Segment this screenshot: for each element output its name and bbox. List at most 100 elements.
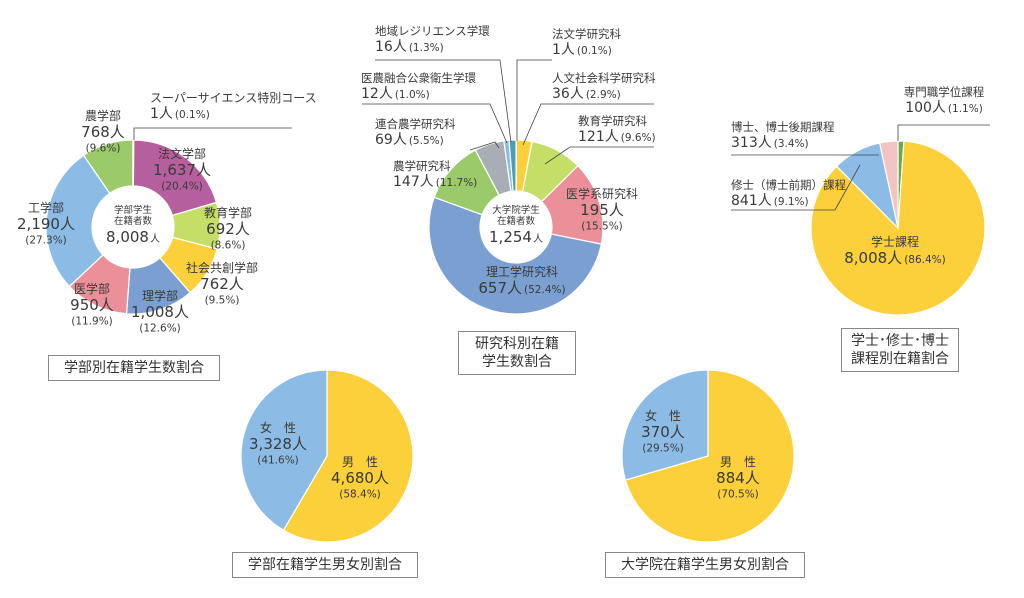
caption-graduate-ratio: 研究科別在籍 学生数割合 (458, 331, 576, 375)
chart0-label-6-name: 農学部 (85, 108, 121, 123)
chart1-label-5-count: 147人 (393, 174, 434, 190)
chart4-label-1-count: 370人 (641, 423, 685, 441)
caption-degree-line-2: 課程別在籍割合 (851, 351, 949, 367)
chart0-label-0-pct: (20.4%) (161, 181, 203, 193)
chart1-label-4-name: 理工学研究科 (486, 264, 558, 279)
undergrad-gender-pie-slice-0 (282, 369, 414, 543)
faculty-donut-center-line1: 学部学生 (114, 204, 153, 216)
chart1-label-5-pct: (11.7%) (436, 177, 478, 189)
faculty-donut-center-total: 8,008 (106, 228, 149, 246)
caption-faculty-ratio: 学部別在籍学生数割合 (48, 355, 220, 381)
caption-graduate-line-1: 研究科別在籍 (475, 336, 559, 352)
chart4-label-0-count: 884人 (716, 469, 760, 487)
caption-degree-ratio: 学士･修士･博士 課程別在籍割合 (841, 328, 959, 372)
chart2-label-1-count: 8,008人 (844, 249, 902, 267)
graduate-donut-hole (480, 191, 552, 263)
chart2-label-1-pct: (86.4%) (904, 254, 946, 266)
caption-graduate-line-2: 学生数割合 (482, 354, 552, 370)
chart1-label-1-value: 36人 (2.9%) (552, 86, 621, 102)
chart1-label-5-value: 147人 (11.7%) (393, 174, 477, 190)
grad-gender-pie-slice-1 (621, 369, 709, 481)
chart0-label-5-pct: (27.3%) (25, 235, 67, 247)
chart0-label-2-count: 762人 (200, 275, 244, 293)
chart1-label-2-name: 教育学研究科 (578, 114, 647, 128)
faculty-donut-center-total-row: 8,008人 (106, 228, 160, 246)
chart1-label-7-value: 12人 (1.0%) (361, 86, 430, 102)
chart1-label-0-pct: (0.1%) (577, 45, 612, 57)
chart0-label-7-value: 1人 (0.1%) (150, 106, 210, 122)
faculty-special-course-leader (133, 127, 292, 140)
chart1-label-4-pct: (52.4%) (524, 284, 566, 296)
grad-humanities-leader (522, 103, 654, 146)
chart1-label-0-count: 1人 (552, 42, 575, 58)
chart2-label-2-name: 修士（博士前期）課程 (731, 178, 846, 192)
chart3-label-0-count: 4,680人 (331, 469, 389, 487)
chart1-label-2-value: 121人 (9.6%) (578, 129, 656, 145)
chart4-label-0-pct: (70.5%) (717, 489, 759, 501)
chart1-label-7-name: 医農融合公衆衛生学環 (361, 71, 476, 85)
chart0-label-2-name: 社会共創学部 (186, 260, 258, 275)
chart0-label-7-name: スーパーサイエンス特別コース (150, 90, 317, 105)
grad-resilience-leader (375, 59, 512, 143)
chart0-label-6-pct: (9.6%) (86, 143, 121, 155)
graduate-donut-center-total: 1,254 (489, 228, 532, 246)
caption-undergrad-gender: 学部在籍学生男女別割合 (232, 552, 418, 578)
chart0-label-1-pct: (8.6%) (211, 240, 246, 252)
grad-education-leader (544, 146, 654, 165)
chart1-label-7-pct: (1.0%) (395, 89, 430, 101)
chart2-label-3-pct: (3.4%) (774, 138, 809, 150)
grad-publichealth-leader (362, 103, 508, 144)
chart3-label-1-name: 女 性 (260, 420, 296, 435)
chart0-label-7-count: 1人 (150, 106, 173, 122)
chart1-label-3-pct: (15.5%) (581, 221, 623, 233)
chart2-label-1-value: 8,008人 (86.4%) (844, 249, 946, 267)
chart2-label-3-value: 313人 (3.4%) (731, 135, 809, 151)
chart0-label-4-count: 950人 (70, 296, 114, 314)
undergrad-gender-pie-slice-1 (240, 369, 328, 532)
caption-grad-gender: 大学院在籍学生男女別割合 (605, 552, 805, 578)
chart4-label-1-name: 女 性 (645, 408, 681, 423)
graduate-donut-center-line2: 在籍者数 (497, 215, 536, 227)
chart1-label-3-name: 医学系研究科 (566, 186, 638, 201)
chart1-label-6-name: 連合農学研究科 (375, 117, 456, 131)
chart0-label-1-count: 692人 (206, 220, 250, 238)
faculty-donut-center-unit: 人 (150, 233, 160, 245)
chart0-label-6-count: 768人 (81, 123, 125, 141)
chart1-label-1-pct: (2.9%) (586, 89, 621, 101)
chart0-label-3-pct: (12.6%) (139, 323, 181, 335)
graduate-donut-center-unit: 人 (533, 233, 543, 245)
chart2-label-2-pct: (9.1%) (774, 196, 809, 208)
chart2-label-0-value: 100人 (1.1%) (905, 100, 983, 116)
chart2-label-0-count: 100人 (905, 100, 946, 116)
chart1-label-4-count: 657人 (478, 279, 522, 297)
grad-gender-pie-slice-0 (624, 369, 795, 543)
degree-pie (810, 140, 986, 316)
chart2-label-3-count: 313人 (731, 135, 772, 151)
chart2-label-0-name: 専門職学位課程 (904, 85, 985, 99)
chart1-label-4-value: 657人 (52.4%) (478, 279, 565, 297)
chart3-label-1-pct: (41.6%) (257, 455, 299, 467)
degree-master-leader (731, 164, 861, 211)
chart4-label-1-pct: (29.5%) (642, 443, 684, 455)
faculty-donut-slice-7 (132, 139, 135, 187)
chart1-label-2-pct: (9.6%) (621, 132, 656, 144)
chart0-label-2-pct: (9.5%) (205, 295, 240, 307)
chart2-label-2-count: 841人 (731, 193, 772, 209)
degree-professional-leader (897, 124, 990, 141)
grad-gender-pie (621, 369, 795, 543)
chart3-label-0-pct: (58.4%) (339, 489, 381, 501)
chart2-label-2-value: 841人 (9.1%) (731, 193, 809, 209)
chart0-label-0-name: 法文学部 (158, 146, 206, 161)
faculty-donut-center-line2: 在籍者数 (114, 215, 153, 227)
chart1-label-8-name: 地域レジリエンス学環 (375, 24, 490, 38)
chart4-label-0-name: 男 性 (720, 455, 756, 469)
undergrad-gender-pie (240, 369, 414, 543)
chart1-label-0-value: 1人 (0.1%) (552, 42, 612, 58)
chart0-label-3-name: 理学部 (142, 288, 178, 303)
graduate-donut-center-total-row: 1,254人 (489, 228, 543, 246)
chart2-label-3-name: 博士、博士後期課程 (731, 120, 835, 134)
chart0-label-4-name: 医学部 (74, 281, 110, 296)
chart0-label-7-pct: (0.1%) (175, 109, 210, 121)
faculty-donut (45, 139, 221, 315)
